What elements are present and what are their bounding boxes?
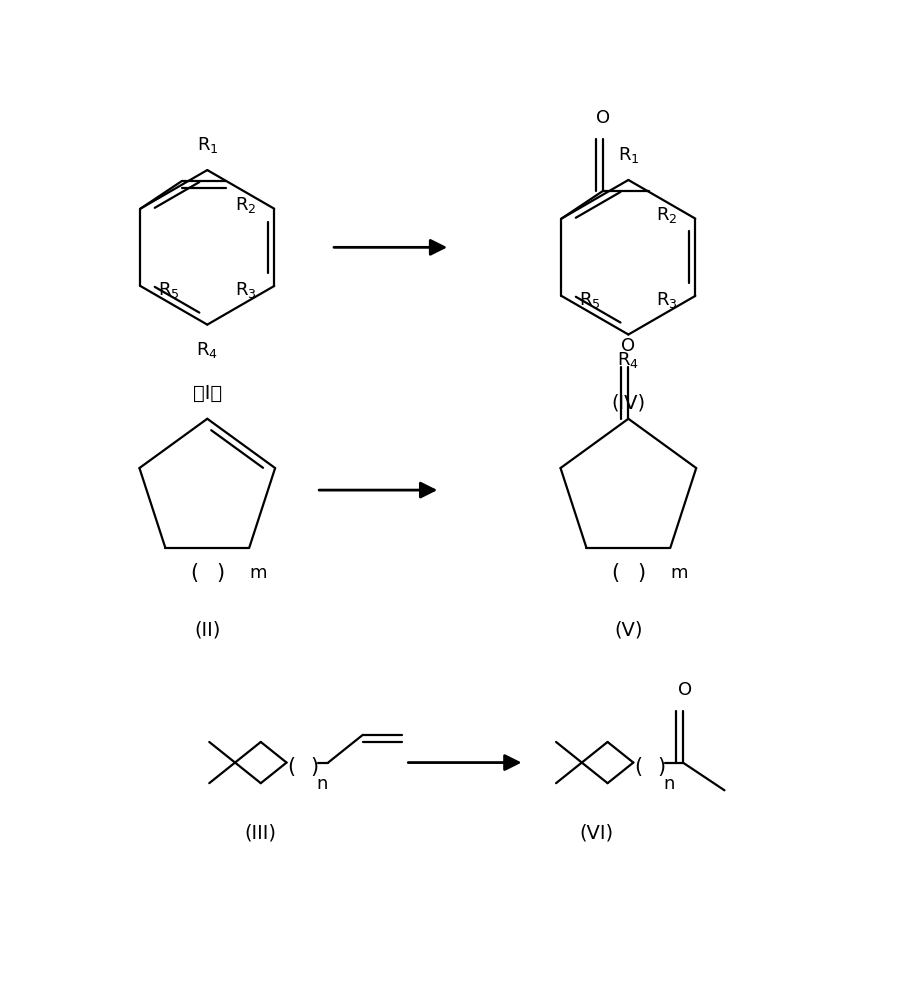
Text: R$_4$: R$_4$ (196, 340, 219, 360)
Text: （I）: （I） (192, 384, 222, 403)
Text: R$_3$: R$_3$ (235, 280, 257, 300)
Text: R$_5$: R$_5$ (580, 290, 601, 310)
Text: R$_1$: R$_1$ (618, 145, 639, 165)
Text: ): ) (657, 757, 665, 777)
Text: R$_4$: R$_4$ (618, 350, 639, 370)
Text: (V): (V) (614, 621, 643, 640)
Text: (: ( (634, 757, 642, 777)
Text: (: ( (190, 563, 199, 583)
Text: (IV): (IV) (611, 394, 646, 413)
Text: ): ) (310, 757, 318, 777)
Text: R$_2$: R$_2$ (235, 195, 257, 215)
Text: m: m (249, 564, 267, 582)
Text: (: ( (611, 563, 619, 583)
Text: R$_3$: R$_3$ (656, 290, 678, 310)
Text: (III): (III) (245, 824, 277, 843)
Text: n: n (317, 775, 327, 793)
Text: m: m (670, 564, 688, 582)
Text: (VI): (VI) (580, 824, 614, 843)
Text: O: O (596, 109, 610, 127)
Text: R$_1$: R$_1$ (197, 135, 218, 155)
Text: (II): (II) (194, 621, 220, 640)
Text: O: O (621, 337, 636, 355)
Text: ): ) (216, 563, 224, 583)
Text: n: n (663, 775, 675, 793)
Text: ): ) (638, 563, 645, 583)
Text: (: ( (288, 757, 296, 777)
Text: R$_5$: R$_5$ (158, 280, 180, 300)
Text: O: O (678, 681, 692, 699)
Text: R$_2$: R$_2$ (656, 205, 678, 225)
